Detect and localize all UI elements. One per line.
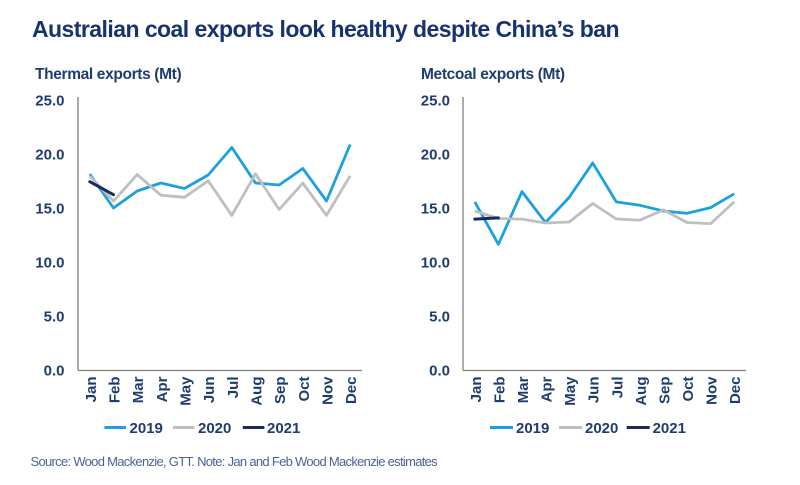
- svg-text:Thermal exports (Mt): Thermal exports (Mt): [35, 66, 181, 83]
- svg-text:20.0: 20.0: [421, 147, 450, 164]
- svg-text:Jul: Jul: [225, 377, 242, 399]
- svg-text:2021: 2021: [267, 420, 300, 437]
- svg-text:May: May: [562, 376, 579, 406]
- svg-text:Oct: Oct: [296, 377, 313, 402]
- svg-text:Oct: Oct: [680, 377, 697, 402]
- svg-text:Source: Wood Mackenzie, GTT. N: Source: Wood Mackenzie, GTT. Note: Jan a…: [31, 454, 439, 469]
- svg-text:Dec: Dec: [343, 377, 360, 405]
- svg-text:Dec: Dec: [727, 377, 744, 405]
- svg-text:5.0: 5.0: [44, 309, 65, 326]
- svg-text:Australian coal exports look h: Australian coal exports look healthy des…: [32, 16, 619, 42]
- svg-text:Jun: Jun: [201, 377, 218, 404]
- svg-text:Feb: Feb: [107, 377, 124, 404]
- svg-text:Mar: Mar: [130, 376, 147, 403]
- svg-text:2021: 2021: [653, 420, 686, 437]
- svg-text:0.0: 0.0: [44, 363, 65, 380]
- svg-text:Nov: Nov: [704, 376, 721, 405]
- svg-text:Jul: Jul: [609, 377, 626, 399]
- svg-text:15.0: 15.0: [421, 201, 450, 218]
- svg-text:Sep: Sep: [272, 377, 289, 405]
- svg-text:Apr: Apr: [539, 376, 556, 402]
- svg-text:15.0: 15.0: [35, 201, 64, 218]
- svg-text:Metcoal exports (Mt): Metcoal exports (Mt): [421, 66, 565, 83]
- svg-text:Sep: Sep: [657, 377, 674, 405]
- svg-text:Jan: Jan: [468, 377, 485, 403]
- svg-text:5.0: 5.0: [429, 309, 450, 326]
- svg-text:10.0: 10.0: [421, 255, 450, 272]
- svg-text:Jan: Jan: [83, 377, 100, 403]
- svg-text:25.0: 25.0: [421, 93, 450, 110]
- svg-text:Feb: Feb: [491, 377, 508, 404]
- svg-text:Mar: Mar: [515, 376, 532, 403]
- svg-text:2019: 2019: [130, 420, 163, 437]
- svg-text:2020: 2020: [585, 420, 618, 437]
- svg-text:Nov: Nov: [320, 376, 337, 405]
- svg-text:20.0: 20.0: [35, 147, 64, 164]
- svg-text:Jun: Jun: [586, 377, 603, 404]
- svg-text:10.0: 10.0: [35, 255, 64, 272]
- svg-text:2020: 2020: [198, 420, 231, 437]
- svg-text:Aug: Aug: [249, 377, 266, 406]
- svg-text:2019: 2019: [516, 420, 549, 437]
- svg-text:0.0: 0.0: [429, 363, 450, 380]
- svg-text:25.0: 25.0: [35, 93, 64, 110]
- svg-text:Apr: Apr: [154, 376, 171, 402]
- svg-text:Aug: Aug: [633, 377, 650, 406]
- svg-text:May: May: [178, 376, 195, 406]
